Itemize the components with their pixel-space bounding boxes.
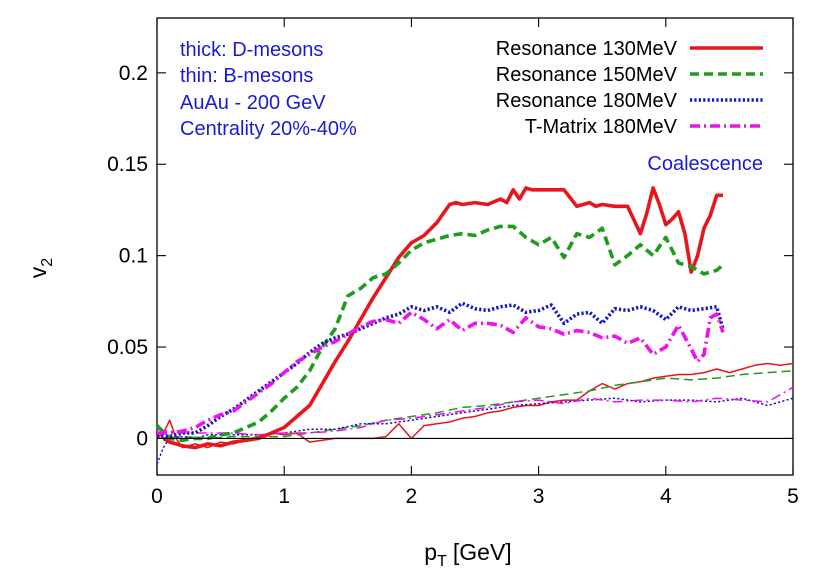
y-tick-label: 0: [136, 427, 148, 450]
y-axis-label: v2: [25, 258, 56, 279]
axis-ticks: 0 1 2 3 4 5 0 0.05 0.1 0.15 0.2: [107, 18, 799, 508]
note-centrality: Centrality 20%-40%: [180, 118, 357, 140]
y-tick-label: 0.05: [107, 336, 148, 359]
legend-label: T-Matrix 180MeV: [525, 116, 678, 138]
legend: Resonance 130MeV Resonance 150MeV Resonanc…: [496, 38, 763, 138]
x-tick-label: 5: [787, 485, 799, 508]
x-tick-label: 2: [406, 485, 418, 508]
y-tick-label: 0.2: [119, 62, 148, 85]
coalescence-label: Coalescence: [647, 153, 763, 175]
series-thin-resonance-180mev: [156, 397, 794, 465]
series-thick-resonance-130mev: [162, 186, 723, 450]
plot-frame: [156, 17, 794, 476]
legend-label: Resonance 180MeV: [496, 90, 678, 112]
y-tick-label: 0.1: [119, 245, 148, 268]
note-thick: thick: D-mesons: [180, 39, 323, 61]
x-axis-label: pT [GeV]: [424, 539, 511, 570]
series-thin-t-matrix-180mev: [156, 386, 794, 436]
series-thick-resonance-150mev: [155, 224, 725, 443]
series-thick-t-matrix-180mev: [157, 310, 725, 435]
x-tick-label: 4: [660, 485, 672, 508]
y-tick-label: 0.15: [107, 153, 148, 176]
note-thin: thin: B-mesons: [180, 65, 313, 87]
x-tick-label: 3: [533, 485, 545, 508]
legend-label: Resonance 150MeV: [496, 64, 678, 86]
data-curves: [155, 186, 794, 465]
x-tick-label: 1: [278, 485, 290, 508]
x-tick-label: 0: [151, 485, 163, 508]
series-thin-resonance-150mev: [156, 370, 794, 440]
note-system: AuAu - 200 GeV: [180, 92, 326, 114]
plot-border: [156, 17, 794, 476]
annotation-notes: thick: D-mesons thin: B-mesons AuAu - 20…: [180, 39, 357, 140]
legend-label: Resonance 130MeV: [496, 38, 678, 60]
